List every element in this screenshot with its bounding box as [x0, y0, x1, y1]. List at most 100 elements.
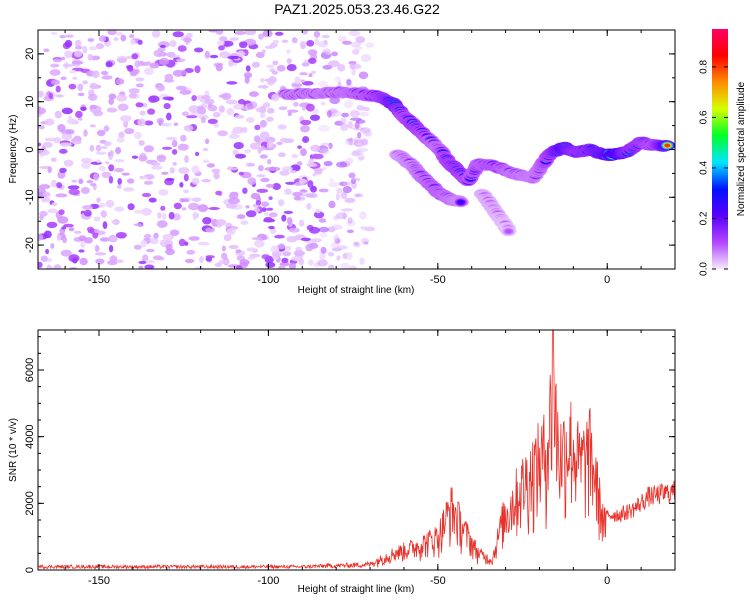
noise-blob	[226, 228, 236, 236]
noise-blob	[181, 111, 189, 116]
ridge-blob	[664, 143, 671, 148]
noise-blob	[45, 248, 50, 255]
noise-blob	[216, 40, 225, 46]
noise-blob	[202, 159, 210, 163]
noise-blob	[284, 188, 292, 196]
noise-blob	[191, 197, 202, 202]
noise-blob	[350, 41, 361, 48]
noise-blob	[298, 178, 308, 184]
noise-blob	[178, 238, 186, 247]
noise-blob	[235, 114, 245, 119]
noise-blob	[38, 233, 44, 241]
noise-blob	[276, 65, 286, 72]
noise-blob	[283, 210, 293, 214]
noise-blob	[198, 241, 210, 246]
noise-blob	[46, 266, 54, 269]
noise-blob	[318, 226, 329, 233]
noise-blob	[131, 53, 139, 60]
noise-blob	[165, 244, 173, 251]
noise-blob	[335, 161, 348, 168]
noise-blob	[143, 259, 155, 264]
noise-blob	[347, 121, 353, 129]
noise-blob	[287, 109, 299, 113]
snr-axis-ticks: -150 -100 -50 0 0 2000 4000 6000	[24, 330, 676, 587]
noise-blob	[268, 225, 275, 230]
noise-blob	[281, 257, 289, 264]
noise-blob	[312, 109, 319, 114]
noise-blob	[80, 240, 86, 249]
noise-blob	[311, 238, 322, 243]
noise-blob	[245, 205, 250, 209]
noise-blob	[344, 197, 356, 203]
spectrogram-y-axis-label: Frequency (Hz)	[8, 115, 19, 184]
noise-blob	[117, 103, 129, 112]
noise-blob	[199, 256, 204, 263]
noise-blob	[319, 232, 328, 238]
noise-blob	[57, 216, 69, 224]
noise-blob	[201, 179, 211, 183]
noise-blob	[234, 31, 247, 35]
noise-blob	[114, 159, 125, 163]
noise-blob	[349, 110, 360, 118]
noise-blob	[261, 254, 270, 260]
noise-blob	[105, 199, 115, 208]
noise-blob	[348, 172, 356, 179]
noise-blob	[181, 198, 190, 203]
noise-blob	[251, 61, 260, 68]
noise-blob	[254, 207, 260, 213]
noise-blob	[322, 48, 331, 54]
noise-blob	[153, 49, 164, 58]
noise-blob	[209, 105, 218, 112]
noise-blob	[225, 99, 238, 105]
noise-blob	[78, 178, 84, 185]
noise-blob	[281, 39, 289, 43]
noise-blob	[308, 158, 315, 167]
noise-blob	[63, 159, 74, 167]
noise-blob	[233, 142, 244, 150]
noise-blob	[56, 182, 62, 189]
noise-blob	[254, 239, 265, 248]
noise-blob	[52, 58, 63, 63]
noise-blob	[213, 123, 219, 128]
colorbar-ticks: 0.0 0.2 0.4 0.6 0.8	[699, 60, 728, 276]
noise-blob	[108, 93, 117, 100]
noise-blob	[318, 124, 330, 132]
noise-blob	[340, 123, 349, 131]
noise-blob	[169, 167, 175, 174]
noise-blob	[272, 183, 281, 190]
noise-blob	[313, 211, 325, 219]
x-tick-label: -150	[88, 274, 110, 286]
noise-blob	[107, 30, 117, 36]
noise-blob	[61, 56, 66, 61]
noise-blob	[78, 117, 83, 121]
noise-blob	[278, 106, 288, 110]
noise-blob	[204, 98, 215, 105]
noise-blob	[298, 219, 305, 227]
noise-blob	[308, 259, 314, 266]
noise-blob	[215, 63, 223, 72]
noise-blob	[308, 226, 321, 234]
noise-blob	[336, 187, 343, 194]
noise-blob	[87, 53, 93, 61]
noise-blob	[39, 210, 48, 217]
noise-blob	[53, 264, 62, 269]
noise-blob	[302, 106, 307, 111]
noise-blob	[251, 237, 263, 241]
noise-blob	[87, 38, 95, 42]
noise-blob	[62, 63, 75, 68]
noise-blob	[249, 91, 259, 97]
noise-blob	[54, 110, 62, 119]
noise-blob	[323, 160, 333, 167]
noise-blob	[202, 147, 209, 152]
noise-blob	[114, 167, 124, 173]
noise-blob	[359, 211, 367, 220]
y-tick-label: -20	[24, 237, 36, 253]
noise-blob	[74, 39, 82, 48]
noise-blob	[133, 223, 143, 227]
noise-blob	[226, 167, 239, 171]
noise-blob	[60, 76, 67, 81]
noise-blob	[55, 94, 64, 98]
noise-blob	[240, 220, 249, 226]
noise-blob	[286, 236, 298, 243]
noise-blob	[160, 122, 172, 127]
